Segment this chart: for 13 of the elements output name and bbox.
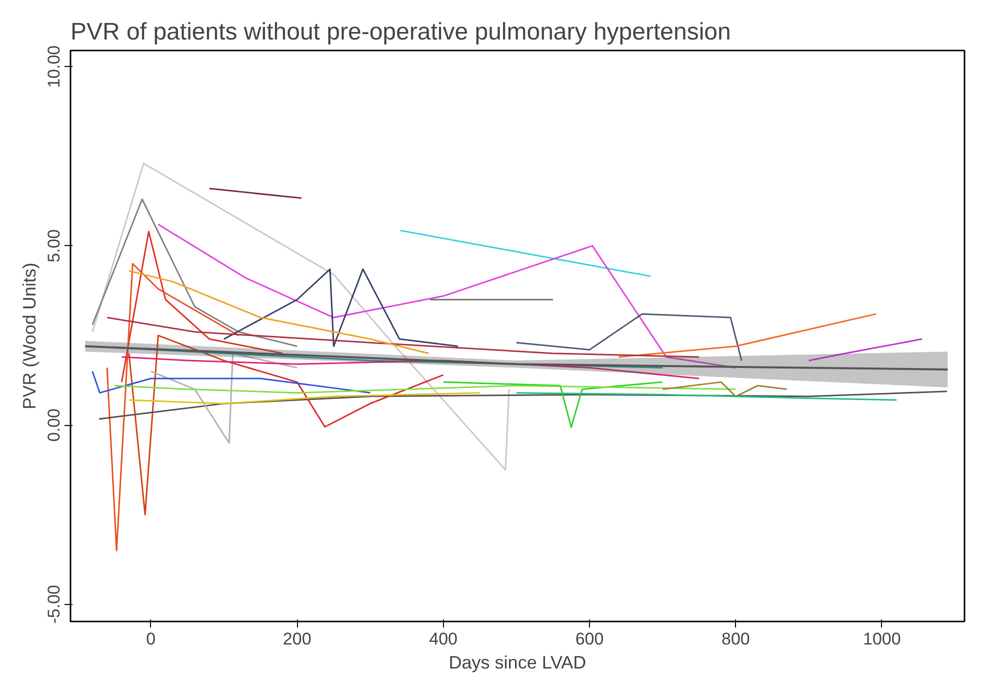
x-tick-label: 200 [282, 630, 312, 648]
y-tick-label: 0.00 [44, 408, 64, 442]
y-axis-title: PVR (Wood Units) [20, 262, 40, 410]
chart-title: PVR of patients without pre-operative pulmonary hypertension [70, 18, 731, 46]
x-tick-label: 1000 [862, 630, 901, 648]
x-axis-title: Days since LVAD [448, 652, 586, 672]
x-tick-label: 0 [146, 630, 156, 648]
x-tick-label: 800 [722, 630, 750, 648]
x-tick-label: 400 [429, 630, 458, 648]
y-tick-label: 5.00 [44, 229, 64, 262]
y-tick-label: 10.00 [44, 45, 64, 88]
y-tick-label: -5.00 [44, 584, 64, 624]
x-tick-label: 600 [575, 630, 604, 648]
